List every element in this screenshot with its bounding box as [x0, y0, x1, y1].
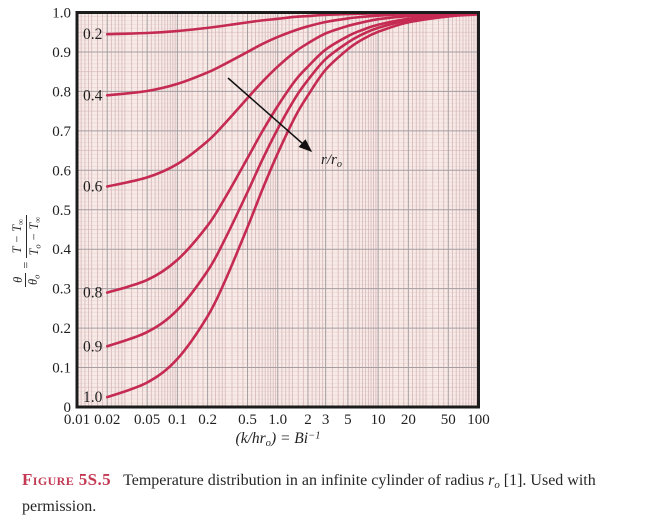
x-tick-label-0.01: 0.01 [64, 412, 90, 428]
x-tick-label-3: 3 [322, 412, 330, 428]
rro-direction-arrow [227, 77, 313, 152]
y-tick-label-0.6: 0.6 [52, 163, 71, 179]
rro-arrow-label: r/ro [321, 152, 342, 170]
curve-rro-1.0 [105, 13, 478, 399]
x-tick-label-0.5: 0.5 [238, 412, 257, 428]
y-tick-label-0.3: 0.3 [52, 282, 71, 298]
x-tick-label-1.0: 1.0 [268, 412, 287, 428]
y-tick-label-0.7: 0.7 [52, 124, 71, 140]
x-tick-label-20: 20 [401, 412, 416, 428]
curve-label-0.8: 0.8 [83, 285, 103, 302]
y-tick-label-0.5: 0.5 [52, 203, 71, 219]
curve-label-1.0: 1.0 [83, 389, 103, 406]
x-tick-label-0.1: 0.1 [168, 412, 187, 428]
caption-text: Temperature distribution in an infinite … [22, 472, 596, 516]
x-tick-label-0.05: 0.05 [134, 412, 160, 428]
curve-label-0.6: 0.6 [83, 178, 103, 195]
curve-rro-0.4 [105, 11, 478, 97]
temperature-distribution-chart: 0.2 0.4 0.6 0.8 0.9 1.0 1.0 0.9 0.8 0.7 0.6 0.5 0.4 0… [52, 6, 490, 429]
y-axis-title: θ θo = T − T∞ To − T∞ [10, 214, 43, 287]
y-tick-label-0.4: 0.4 [52, 242, 71, 258]
curve-label-0.4: 0.4 [83, 87, 103, 104]
temperature-ratio-fraction: T − T∞ To − T∞ [10, 214, 43, 258]
figure-number: Figure 5S.5 [22, 470, 112, 489]
y-tick-label-0.8: 0.8 [52, 84, 71, 100]
plot-border [75, 11, 480, 409]
curve-label-0.2: 0.2 [83, 26, 102, 43]
y-tick-label-0.2: 0.2 [52, 321, 71, 337]
grid-major-lines [77, 12, 479, 407]
x-tick-label-5: 5 [344, 412, 352, 428]
y-tick-label-1.0: 1.0 [52, 6, 71, 22]
curve-rro-0.8 [105, 12, 478, 294]
x-axis-title: (k/hro) = Bi−1 [235, 430, 321, 449]
x-tick-label-0.2: 0.2 [198, 412, 217, 428]
x-tick-label-100: 100 [467, 412, 490, 428]
figure-caption: Figure 5S.5 Temperature distribution in a… [22, 466, 662, 520]
y-tick-label-0.1: 0.1 [52, 361, 71, 377]
y-tick-label-0.9: 0.9 [52, 45, 71, 61]
x-tick-label-0.02: 0.02 [94, 412, 120, 428]
x-tick-label-2: 2 [304, 412, 312, 428]
curve-rro-0.6 [105, 12, 478, 188]
axis-and-curve-labels: 0.2 0.4 0.6 0.8 0.9 1.0 1.0 0.9 0.8 0.7 0.6 0.5 0.4 0… [52, 6, 490, 429]
x-tick-label-10: 10 [371, 412, 386, 428]
y-tick-label-0: 0 [64, 400, 72, 416]
curve-rro-0.9 [105, 12, 478, 348]
theta-ratio-fraction: θ θo [10, 272, 42, 287]
x-tick-label-50: 50 [441, 412, 456, 428]
curve-label-0.9: 0.9 [83, 338, 103, 355]
